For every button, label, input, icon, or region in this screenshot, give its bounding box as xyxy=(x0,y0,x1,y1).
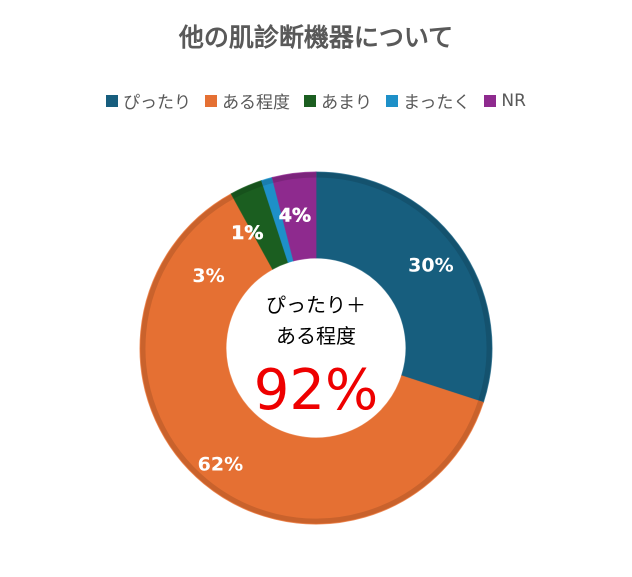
data-label-5: 4% xyxy=(279,205,311,227)
legend: ぴったり ある程度 あまり まったく NR xyxy=(0,88,632,113)
donut-slice-edge-4 xyxy=(261,178,274,186)
legend-label: ぴったり xyxy=(123,93,192,113)
slices-group xyxy=(139,171,493,525)
donut-slice-5 xyxy=(271,171,317,262)
legend-label: まったく xyxy=(403,93,471,113)
legend-item-nr: NR xyxy=(484,91,526,111)
center-line-2: ある程度 xyxy=(276,324,356,348)
legend-item-pittari: ぴったり xyxy=(106,88,191,113)
legend-swatch xyxy=(484,94,497,107)
donut-slice-edge-5 xyxy=(272,172,317,183)
donut-slice-edge-1 xyxy=(315,172,492,403)
data-label-1: 30% xyxy=(408,255,453,277)
donut-slice-1 xyxy=(315,171,493,404)
data-label-3: 3% xyxy=(192,265,224,287)
chart-title: 他の肌診断機器について xyxy=(178,23,454,52)
legend-swatch xyxy=(304,94,317,107)
data-label-2: 62% xyxy=(198,454,243,476)
legend-label: ある程度 xyxy=(222,93,291,113)
data-label-4: 1% xyxy=(231,222,263,244)
data-labels-group: 30% 62% 3% 1% 4% xyxy=(192,204,453,476)
legend-label: NR xyxy=(501,90,526,111)
donut-slice-2 xyxy=(139,193,485,525)
center-value: 92% xyxy=(254,358,378,423)
legend-swatch xyxy=(386,94,399,107)
legend-swatch xyxy=(205,94,218,107)
legend-swatch xyxy=(106,94,119,107)
center-line-1: ぴったり＋ xyxy=(266,293,366,317)
legend-item-amari: あまり xyxy=(304,88,372,113)
legend-label: あまり xyxy=(321,93,373,113)
legend-item-mattaku: まったく xyxy=(386,88,470,113)
donut-slice-edge-2 xyxy=(140,194,483,524)
legend-item-arukotei: ある程度 xyxy=(205,88,290,113)
